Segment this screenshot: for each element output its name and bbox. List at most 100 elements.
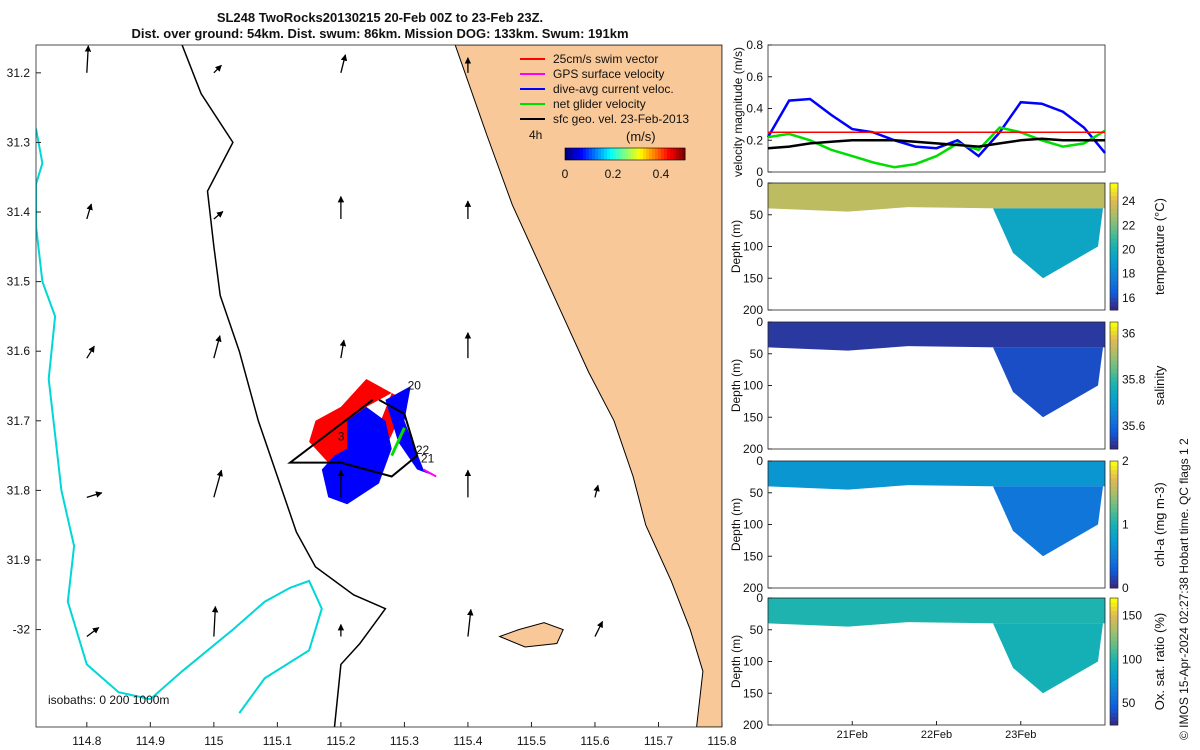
section-colorbar-cell (1110, 473, 1118, 479)
colorbar-frame (564, 147, 686, 161)
section-panel-2: 0 50 100 150 200 Depth (m) 0 1 2 chl-a (mg m-3) (729, 454, 1167, 595)
section-panel-0: 0 50 100 150 200 Depth (m) 16 18 20 22 24 temperatu… (729, 176, 1167, 317)
section-colorbar-cell (1110, 216, 1118, 222)
island (498, 622, 564, 648)
legend-label-2: dive-avg current veloc. (553, 82, 674, 96)
section-colorbar-cell (1110, 377, 1118, 382)
colorbar-cell (616, 148, 620, 160)
y-tick-label-2: 31.4 (7, 205, 31, 219)
section-colorbar-tick-0: 0 (1122, 581, 1129, 595)
section-colorbar-cell (1110, 562, 1118, 568)
section-colorbar-tick-1: 18 (1122, 267, 1136, 281)
colorbar-cell (637, 148, 641, 160)
section-colorbar-cell (1110, 199, 1118, 205)
section-colorbar-cell (1110, 267, 1118, 273)
section-colorbar-cell (1110, 537, 1118, 542)
section-deep-trough (993, 347, 1103, 418)
y-tick-label-8: -32 (13, 623, 31, 637)
legend-label-1: GPS surface velocity (553, 67, 664, 81)
track-label-3: 21 (421, 452, 435, 466)
section-colorbar-label: salinity (1152, 365, 1167, 405)
colorbar-cell (643, 148, 647, 160)
section-colorbar-frame (1109, 597, 1119, 726)
section-y-tick-label-2: 100 (743, 518, 763, 532)
section-y-tick-label-1: 50 (750, 623, 764, 637)
x-tick-label-1: 114.9 (136, 734, 165, 748)
section-colorbar-cell (1110, 674, 1118, 679)
colorbar-tick-1: 0.2 (605, 167, 622, 181)
section-colorbar-cell (1110, 326, 1118, 331)
section-colorbar-tick-2: 150 (1122, 609, 1142, 623)
y-tick-label-7: 31.9 (7, 553, 31, 567)
section-colorbar-cell (1110, 541, 1118, 547)
geo-vector-20 (467, 608, 474, 637)
scale-label: 4h (529, 128, 542, 142)
section-upper-layer (768, 322, 1105, 351)
vel-y-tick-label-2: 0.4 (746, 102, 763, 116)
section-colorbar-tick-1: 35.8 (1122, 373, 1146, 387)
section-colorbar-cell (1110, 364, 1118, 370)
section-colorbar-cell (1110, 602, 1118, 607)
colorbar-cell (589, 148, 593, 160)
velocity-series-0 (766, 97, 1106, 158)
colorbar-cell (667, 148, 671, 160)
colorbar-cell (655, 148, 659, 160)
section-colorbar-cell (1110, 627, 1118, 633)
y-tick-label-4: 31.6 (7, 344, 31, 358)
section-colorbar-cell (1110, 619, 1118, 624)
section-colorbar-frame (1109, 321, 1119, 450)
section-ylabel: Depth (m) (729, 498, 743, 551)
section-y-tick-label-0: 0 (756, 176, 763, 190)
colorbar-cell (592, 148, 596, 160)
glider-track (287, 399, 419, 478)
geo-vector-4 (86, 203, 93, 220)
section-colorbar-cell (1110, 549, 1118, 555)
section-colorbar-cell (1110, 305, 1118, 311)
geo-vector-5 (213, 210, 224, 220)
section-colorbar-cell (1110, 524, 1118, 530)
section-colorbar-cell (1110, 360, 1118, 365)
section-colorbar-label: temperature (°C) (1152, 198, 1167, 295)
section-y-tick-label-0: 0 (756, 591, 763, 605)
section-colorbar-cell (1110, 482, 1118, 487)
colorbar-cell (568, 148, 572, 160)
section-colorbar-cell (1110, 322, 1118, 327)
section-y-tick-label-2: 100 (743, 240, 763, 254)
section-colorbar-cell (1110, 610, 1118, 616)
vel-y-tick-label-0: 0 (756, 165, 763, 179)
colorbar-tick-0: 0 (562, 167, 569, 181)
section-colorbar-cell (1110, 695, 1118, 701)
section-colorbar-cell (1110, 288, 1118, 294)
section-colorbar-cell (1110, 385, 1118, 391)
section-colorbar-cell (1110, 614, 1118, 620)
velocity-series-3 (767, 137, 1105, 150)
chart-title-line-2: Dist. over ground: 54km. Dist. swum: 86k… (131, 26, 629, 41)
section-y-tick-label-1: 50 (750, 347, 764, 361)
section-y-tick-label-3: 150 (743, 410, 763, 424)
colorbar-cell (610, 148, 614, 160)
section-colorbar-cell (1110, 423, 1118, 429)
colorbar-label: (m/s) (626, 129, 656, 144)
colorbar-cell (634, 148, 638, 160)
isobath-1000m (36, 128, 323, 714)
section-colorbar-cell (1110, 469, 1118, 475)
y-tick-label-0: 31.2 (7, 66, 31, 80)
geo-vector-9 (213, 335, 222, 359)
section-colorbar-cell (1110, 661, 1118, 667)
section-deep-trough (993, 208, 1103, 279)
section-colorbar-tick-1: 1 (1122, 518, 1129, 532)
section-colorbar-cell (1110, 276, 1118, 281)
track-label-2: 22 (416, 443, 430, 457)
section-colorbar-cell (1110, 657, 1118, 662)
velocity-ylabel: velocity magnitude (m/s) (731, 47, 745, 177)
legend-label-4: sfc geo. vel. 23-Feb-2013 (553, 112, 689, 126)
section-x-tick-label-0: 21Feb (837, 729, 868, 741)
geo-vector-1 (213, 64, 222, 74)
section-colorbar-cell (1110, 204, 1118, 209)
y-tick-label-1: 31.3 (7, 135, 31, 149)
section-ylabel: Depth (m) (729, 220, 743, 273)
x-tick-label-0: 114.8 (72, 734, 101, 748)
